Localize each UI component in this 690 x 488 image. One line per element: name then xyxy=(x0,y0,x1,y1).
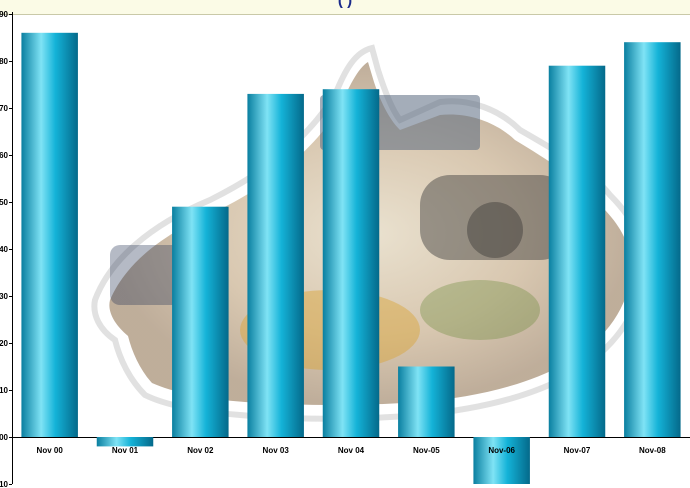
y-tick-label: 0.00 xyxy=(0,433,9,442)
y-tick-label: 0.60 xyxy=(0,151,9,160)
y-axis-ticks: -0.10 0.00 0.10 0.20 0.30 0.40 0.50 0.60 0.70 0.8… xyxy=(0,10,12,488)
bar-nov-02 xyxy=(172,206,229,437)
y-tick-label: 0.70 xyxy=(0,104,9,113)
bar-nov-00 xyxy=(21,32,78,438)
bar-nov-04 xyxy=(322,89,380,437)
y-tick-label: 0.20 xyxy=(0,339,9,348)
x-tick-label: Nov 04 xyxy=(338,446,365,455)
bar-nov-06 xyxy=(473,437,530,484)
bar-nov-05 xyxy=(398,366,455,437)
x-tick-label: Nov-06 xyxy=(488,446,515,455)
bar-nov-08 xyxy=(624,42,681,437)
bar-nov-01 xyxy=(96,437,154,447)
y-tick-label: -0.10 xyxy=(0,480,9,488)
bars xyxy=(21,32,681,484)
y-tick-label: 0.40 xyxy=(0,245,9,254)
y-tick-label: 0.90 xyxy=(0,10,9,19)
x-tick-label: Nov-05 xyxy=(413,446,440,455)
y-tick-label: 0.80 xyxy=(0,57,9,66)
y-tick-label: 0.10 xyxy=(0,386,9,395)
x-tick-label: Nov-07 xyxy=(564,446,591,455)
title-strip: ( ) xyxy=(0,0,690,15)
x-tick-label: Nov 00 xyxy=(37,446,64,455)
x-axis-labels: Nov 00 Nov 01 Nov 02 Nov 03 Nov 04 Nov-05 Nov-… xyxy=(37,446,667,455)
chart-title: ( ) xyxy=(337,0,353,9)
y-tick-label: 0.50 xyxy=(0,198,9,207)
x-tick-label: Nov 01 xyxy=(112,446,139,455)
x-tick-label: Nov 03 xyxy=(263,446,290,455)
y-tick-label: 0.30 xyxy=(0,292,9,301)
x-tick-label: Nov 02 xyxy=(187,446,214,455)
bar-nov-03 xyxy=(247,93,304,438)
bar-nov-07 xyxy=(548,65,606,437)
x-tick-label: Nov-08 xyxy=(639,446,666,455)
